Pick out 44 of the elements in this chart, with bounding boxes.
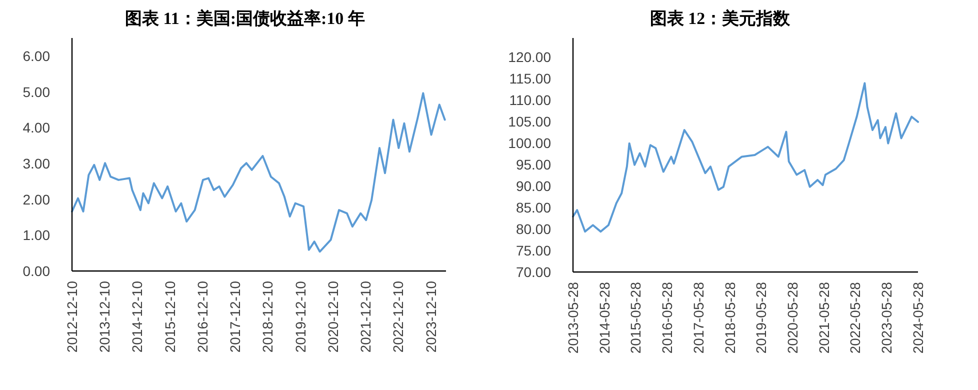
y-tick-label: 80.00 [516,220,552,237]
x-tick-label: 2013-12-10 [96,280,113,353]
x-tick-label: 2022-12-10 [390,280,406,353]
x-tick-label: 2015-12-10 [162,280,178,353]
x-tick-label: 2014-12-10 [129,280,146,353]
chart-title: 图表 11：美国:国债收益率:10 年 [125,9,365,28]
x-tick-label: 2017-12-10 [227,280,244,353]
x-tick-label: 2024-05-28 [910,282,926,354]
y-tick-label: 4.00 [22,120,50,136]
x-tick-label: 2020-05-28 [784,282,801,354]
chart-title: 图表 12：美元指数 [650,9,792,28]
x-tick-label: 2022-05-28 [847,282,864,354]
y-tick-label: 2.00 [22,191,50,208]
y-tick-label: 100.00 [508,134,552,151]
x-tick-label: 2018-05-28 [722,282,738,354]
x-tick-label: 2016-05-28 [659,282,676,354]
y-tick-label: 75.00 [516,242,552,258]
x-tick-label: 2021-12-10 [358,280,374,353]
y-tick-label: 95.00 [516,156,552,172]
x-tick-label: 2014-05-28 [596,282,612,354]
y-tick-label: 70.00 [516,264,552,280]
y-tick-label: 115.00 [509,70,552,86]
y-tick-label: 85.00 [516,199,552,216]
x-tick-label: 2020-12-10 [325,280,342,353]
x-tick-label: 2019-12-10 [292,280,308,353]
y-tick-label: 110.00 [509,92,552,108]
y-tick-label: 1.00 [22,227,50,244]
x-tick-label: 2023-05-28 [878,282,895,354]
x-tick-label: 2012-12-10 [64,280,80,353]
y-tick-label: 3.00 [22,155,50,172]
x-tick-label: 2021-05-28 [816,282,832,354]
x-tick-label: 2017-05-28 [690,282,706,354]
y-tick-label: 120.00 [508,48,552,65]
y-tick-label: 6.00 [22,48,50,64]
y-tick-label: 0.00 [22,263,50,279]
x-tick-label: 2023-12-10 [422,280,439,353]
x-tick-label: 2013-05-28 [565,282,581,354]
y-tick-label: 5.00 [22,84,50,100]
y-tick-label: 90.00 [516,178,552,194]
x-tick-label: 2018-12-10 [260,280,276,353]
x-tick-label: 2019-05-28 [753,282,770,354]
x-tick-label: 2016-12-10 [194,280,211,353]
y-tick-label: 105.00 [508,113,552,130]
x-tick-label: 2015-05-28 [628,282,644,354]
